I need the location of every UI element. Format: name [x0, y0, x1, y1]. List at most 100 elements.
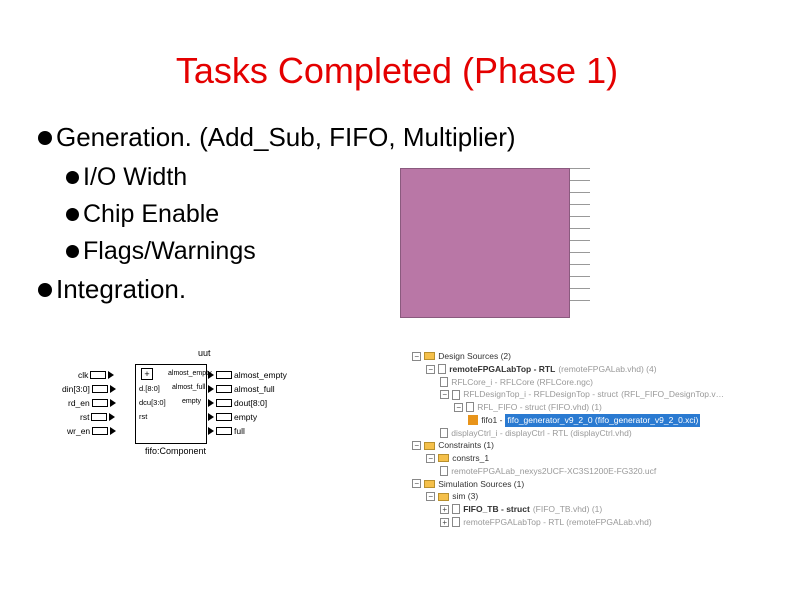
port-box-icon	[92, 385, 108, 393]
collapse-icon[interactable]: −	[426, 365, 435, 374]
port-wr-en: wr_en	[67, 426, 116, 436]
tree-label: remoteFPGALabTop - RTL	[449, 363, 555, 376]
bullet-text: Chip Enable	[83, 200, 219, 229]
tree-label: FIFO_TB - struct	[463, 503, 530, 516]
collapse-icon[interactable]: −	[440, 390, 449, 399]
arrow-right-icon	[208, 399, 214, 407]
file-icon	[440, 428, 448, 438]
port-box-icon	[216, 427, 232, 435]
tree-row[interactable]: − Constraints (1)	[412, 439, 774, 452]
bullet-disc-icon	[66, 245, 79, 258]
file-icon	[440, 377, 448, 387]
tree-label: remoteFPGALabTop - RTL (remoteFPGALab.vh…	[463, 516, 652, 529]
decorative-waveform-block	[400, 168, 570, 318]
arrow-right-icon	[108, 371, 114, 379]
tree-row[interactable]: − RFLDesignTop_i - RFLDesignTop - struct…	[412, 388, 774, 401]
ip-core-icon	[468, 415, 478, 425]
tree-label: remoteFPGALab_nexys2UCF-XC3S1200E-FG320.…	[451, 465, 656, 478]
port-almost-full: almost_full	[208, 384, 275, 394]
tree-row-selected[interactable]: fifo1 - fifo_generator_v9_2_0 (fifo_gene…	[412, 414, 774, 427]
slide-title: Tasks Completed (Phase 1)	[0, 0, 794, 122]
tree-row[interactable]: − constrs_1	[412, 452, 774, 465]
bullet-text: I/O Width	[83, 163, 187, 192]
port-clk: clk	[78, 370, 114, 380]
tree-row[interactable]: − RFL_FIFO - struct (FIFO.vhd) (1)	[412, 401, 774, 414]
tree-row[interactable]: displayCtrl_i - displayCtrl - RTL (displ…	[412, 427, 774, 440]
port-empty: empty	[208, 412, 257, 422]
tree-label: Constraints (1)	[438, 439, 494, 452]
collapse-icon[interactable]: −	[426, 454, 435, 463]
port-box-icon	[216, 371, 232, 379]
tree-label: Simulation Sources (1)	[438, 478, 524, 491]
inner-label: almost_empty	[168, 370, 212, 377]
bullet-text: Generation. (Add_Sub, FIFO, Multiplier)	[56, 122, 516, 153]
inner-label: d.[8:0]	[139, 384, 160, 393]
folder-icon	[424, 480, 435, 488]
collapse-icon[interactable]: −	[426, 492, 435, 501]
tree-file: (FIFO_TB.vhd) (1)	[533, 503, 602, 516]
tree-label: RFLCore_i - RFLCore (RFLCore.ngc)	[451, 376, 593, 389]
tree-label: constrs_1	[452, 452, 489, 465]
port-label: din[3:0]	[62, 384, 90, 394]
tree-row[interactable]: − Simulation Sources (1)	[412, 478, 774, 491]
file-icon	[438, 364, 446, 374]
bullet-disc-icon	[38, 283, 52, 297]
tree-label: Design Sources (2)	[438, 350, 511, 363]
file-icon	[440, 466, 448, 476]
tree-file: (remoteFPGALab.vhd) (4)	[558, 363, 656, 376]
tree-row[interactable]: − Design Sources (2)	[412, 350, 774, 363]
tree-label: displayCtrl_i - displayCtrl - RTL (displ…	[451, 427, 631, 440]
inner-label: dcu[3:0]	[139, 398, 166, 407]
design-sources-tree: − Design Sources (2) − remoteFPGALabTop …	[412, 350, 774, 575]
collapse-icon[interactable]: −	[412, 479, 421, 488]
port-label: dout[8:0]	[234, 398, 267, 408]
fifo-component-label: fifo:Component	[145, 446, 206, 456]
expand-icon[interactable]: +	[440, 518, 449, 527]
port-box-icon	[216, 385, 232, 393]
port-box-icon	[90, 371, 106, 379]
bullet-disc-icon	[38, 131, 52, 145]
folder-icon	[438, 493, 449, 501]
port-din: din[3:0]	[62, 384, 116, 394]
tree-row[interactable]: + FIFO_TB - struct (FIFO_TB.vhd) (1)	[412, 503, 774, 516]
bullet-list: Generation. (Add_Sub, FIFO, Multiplier) …	[0, 122, 794, 305]
file-icon	[452, 390, 460, 400]
port-label: wr_en	[67, 426, 90, 436]
uut-label: uut	[198, 348, 211, 358]
port-box-icon	[92, 399, 108, 407]
collapse-icon[interactable]: −	[412, 352, 421, 361]
bullet-generation: Generation. (Add_Sub, FIFO, Multiplier)	[38, 122, 794, 153]
tree-row[interactable]: RFLCore_i - RFLCore (RFLCore.ngc)	[412, 376, 774, 389]
tree-row[interactable]: − sim (3)	[412, 490, 774, 503]
port-rd-en: rd_en	[68, 398, 116, 408]
expand-icon: +	[141, 368, 153, 380]
arrow-right-icon	[110, 399, 116, 407]
port-box-icon	[216, 399, 232, 407]
port-dout: dout[8:0]	[208, 398, 267, 408]
bullet-text: Integration.	[56, 274, 186, 305]
inner-label: almost_full	[172, 384, 205, 391]
tree-label: sim (3)	[452, 490, 478, 503]
bullet-disc-icon	[66, 171, 79, 184]
tree-row[interactable]: − remoteFPGALabTop - RTL (remoteFPGALab.…	[412, 363, 774, 376]
file-icon	[452, 517, 460, 527]
diagram-area: uut + clk din[3:0] rd_en rst wr_en	[40, 350, 774, 575]
tree-label-highlight: fifo_generator_v9_2_0 (fifo_generator_v9…	[505, 414, 700, 427]
port-label: full	[234, 426, 245, 436]
arrow-right-icon	[208, 427, 214, 435]
collapse-icon[interactable]: −	[412, 441, 421, 450]
inner-label: empty	[182, 398, 201, 405]
tree-row[interactable]: remoteFPGALab_nexys2UCF-XC3S1200E-FG320.…	[412, 465, 774, 478]
collapse-icon[interactable]: −	[454, 403, 463, 412]
tree-row[interactable]: + remoteFPGALabTop - RTL (remoteFPGALab.…	[412, 516, 774, 529]
folder-icon	[438, 454, 449, 462]
expand-icon[interactable]: +	[440, 505, 449, 514]
bullet-disc-icon	[66, 208, 79, 221]
port-rst: rst	[80, 412, 115, 422]
port-label: clk	[78, 370, 88, 380]
arrow-right-icon	[208, 385, 214, 393]
port-full: full	[208, 426, 245, 436]
port-label: empty	[234, 412, 257, 422]
port-label: almost_full	[234, 384, 275, 394]
decorative-signal-lines	[570, 168, 590, 318]
